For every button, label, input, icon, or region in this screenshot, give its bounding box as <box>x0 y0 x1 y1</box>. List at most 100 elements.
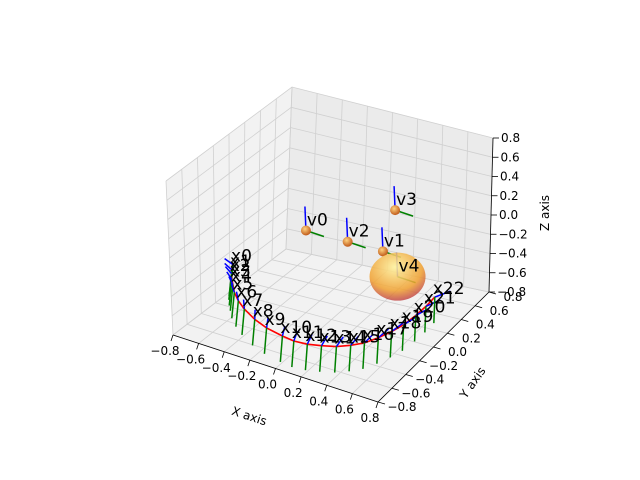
x-tick-label: 0.4 <box>309 394 328 408</box>
x-tick <box>273 368 276 375</box>
pose-axis-z <box>224 266 233 275</box>
pose-axis-z <box>391 322 404 333</box>
y-tick <box>475 305 483 309</box>
landmark-marker <box>342 236 353 247</box>
pose-axis-y <box>304 344 309 371</box>
pose-label: x13 <box>320 328 352 348</box>
pose-axis-z <box>228 276 234 286</box>
y-tick <box>461 319 469 322</box>
pose-axis-z <box>230 283 236 293</box>
pose-axis-y <box>251 319 256 346</box>
x-tick-label: 0.6 <box>335 403 354 417</box>
landmark-label: v2 <box>349 222 370 242</box>
pose-axis-y <box>413 315 417 342</box>
pose-axis-y <box>279 335 284 363</box>
pose-label: x20 <box>414 297 446 317</box>
gridline-y <box>181 169 393 389</box>
z-tick-label: −0.6 <box>498 266 527 280</box>
pose-axis-y <box>263 327 268 354</box>
pose-axis-y <box>424 306 427 333</box>
pose-axis-y <box>362 342 366 369</box>
pose-label: x11 <box>292 323 324 343</box>
pose-label: x17 <box>376 320 408 340</box>
x-tick <box>298 376 302 384</box>
axes-ticks: −0.8−0.8−0.8−0.6−0.6−0.6−0.4−0.4−0.4−0.2… <box>150 131 527 425</box>
pose-axis-y <box>348 345 352 372</box>
y-axis-label: Y axis <box>456 364 488 402</box>
z-axis-label: Z axis <box>538 195 552 231</box>
pose-label: x22 <box>433 279 465 299</box>
pose-axis-z <box>415 307 430 317</box>
x-axis-label: X axis <box>230 404 269 428</box>
x-tick-label: −0.4 <box>202 361 231 375</box>
pose-label: x2 <box>230 256 251 276</box>
z-tick-label: −0.8 <box>497 285 526 299</box>
pose-axis-z <box>363 333 375 344</box>
pose-label: x7 <box>242 291 263 311</box>
y-tick-label: −0.8 <box>387 400 416 414</box>
z-tick-label: 0.0 <box>499 208 518 222</box>
pose-axis-z <box>265 317 269 328</box>
pose-axis-z <box>306 333 313 345</box>
pose-axis-z <box>434 290 451 298</box>
pose-axis-y <box>376 337 380 364</box>
x-tick <box>375 401 379 409</box>
y-tick <box>433 346 441 350</box>
x-tick <box>349 393 353 400</box>
x-tick-label: −0.2 <box>227 369 256 383</box>
gridline-y <box>212 145 420 362</box>
pose-label: x6 <box>236 283 257 303</box>
landmark-label: v3 <box>396 190 417 210</box>
y-tick-label: 0.0 <box>448 345 467 359</box>
gridline-z <box>165 86 494 182</box>
x-tick <box>221 351 225 358</box>
point-labels: v0v1v2v3v4x0x1x2x3x4x5x6x7x8x9x10x11x12x… <box>230 190 465 348</box>
z-tick-label: 0.8 <box>501 131 520 145</box>
pose-label: x3 <box>230 262 251 282</box>
x-tick <box>247 359 251 367</box>
y-tick-label: 0.2 <box>462 331 481 345</box>
z-tick-label: −0.2 <box>499 227 528 241</box>
pose-label: x1 <box>230 252 251 272</box>
pose-axis-z <box>242 299 246 310</box>
y-tick <box>391 387 399 391</box>
y-tick <box>377 401 386 405</box>
gridline-y <box>257 110 462 320</box>
pose-label: x19 <box>402 307 434 327</box>
y-tick-label: 0.6 <box>490 304 509 318</box>
gridline-y <box>197 157 406 375</box>
pose-axis-y <box>318 345 323 372</box>
pose-label: x8 <box>253 301 274 321</box>
pose-axis-z <box>350 335 360 346</box>
pose-axis-y <box>401 324 405 351</box>
pose-label: x12 <box>305 326 337 346</box>
y-tick-label: −0.4 <box>415 373 444 387</box>
pose-axis-y <box>231 292 236 319</box>
pose-label: x5 <box>232 274 253 294</box>
z-tick-label: 0.6 <box>501 150 520 164</box>
pose-axis-y <box>389 331 393 358</box>
pose-axis-y <box>241 308 246 336</box>
pose-axis-z <box>377 328 389 339</box>
pose-label: x10 <box>280 318 312 338</box>
y-tick <box>405 374 413 377</box>
pose-axis-z <box>320 335 328 347</box>
pose-axis-z <box>281 325 286 337</box>
pose-label: x4 <box>231 267 252 287</box>
pose-axis-z <box>293 330 299 342</box>
y-tick-label: 0.8 <box>503 290 522 304</box>
pose-label: x9 <box>265 310 286 330</box>
x-tick-label: 0.8 <box>360 411 379 425</box>
pose-label: x16 <box>362 325 394 345</box>
landmark-label: v4 <box>399 257 420 277</box>
y-tick-label: 0.4 <box>476 318 495 332</box>
landmark-label: v0 <box>307 210 328 230</box>
gridline-y <box>243 122 448 334</box>
x-tick-label: 0.2 <box>284 386 303 400</box>
y-tick-label: −0.6 <box>401 386 430 400</box>
pose-axis-y <box>433 297 436 324</box>
x-tick-label: −0.6 <box>176 352 205 366</box>
y-tick-label: −0.2 <box>429 359 458 373</box>
pose-axis-y <box>291 340 295 368</box>
